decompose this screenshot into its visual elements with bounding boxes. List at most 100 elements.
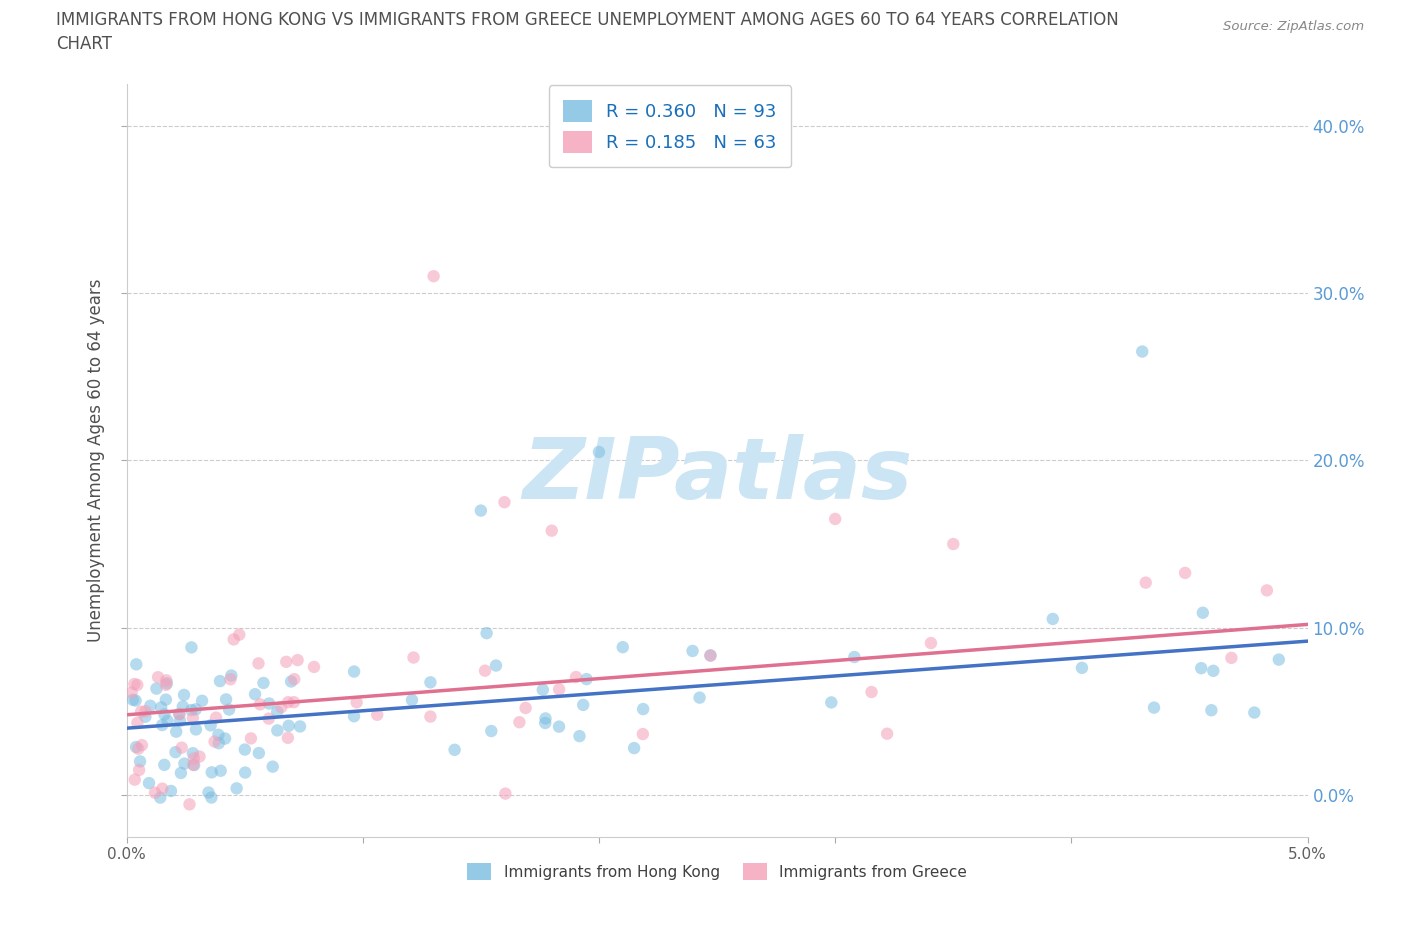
Point: [515, 700, 537, 715]
Point: [129, 754, 152, 769]
Point: [346, 695, 368, 710]
Point: [170, 765, 193, 780]
Point: [134, 704, 156, 719]
Point: [219, 671, 242, 686]
Point: [257, 711, 280, 726]
Point: [343, 709, 366, 724]
Point: [612, 640, 634, 655]
Point: [121, 685, 143, 700]
Point: [1042, 612, 1064, 627]
Point: [401, 693, 423, 708]
Point: [160, 784, 183, 799]
Point: [181, 711, 204, 725]
Point: [124, 677, 146, 692]
Point: [266, 704, 288, 719]
Point: [125, 739, 148, 754]
Point: [366, 708, 388, 723]
Point: [183, 758, 205, 773]
Point: [155, 677, 177, 692]
Point: [270, 699, 292, 714]
Point: [167, 707, 190, 722]
Point: [257, 696, 280, 711]
Point: [155, 673, 177, 688]
Point: [169, 713, 191, 728]
Point: [419, 675, 441, 690]
Point: [153, 757, 176, 772]
Point: [127, 715, 149, 730]
Point: [860, 684, 883, 699]
Point: [699, 648, 721, 663]
Point: [122, 692, 145, 707]
Point: [184, 722, 207, 737]
Point: [180, 640, 202, 655]
Point: [631, 701, 654, 716]
Point: [146, 670, 169, 684]
Point: [623, 740, 645, 755]
Point: [208, 736, 231, 751]
Point: [266, 723, 288, 737]
Point: [191, 694, 214, 709]
Point: [689, 690, 711, 705]
Point: [844, 649, 866, 664]
Point: [233, 765, 256, 780]
Point: [165, 745, 187, 760]
Point: [188, 749, 211, 764]
Point: [575, 671, 598, 686]
Point: [682, 644, 704, 658]
Point: [280, 674, 302, 689]
Point: [179, 797, 201, 812]
Text: Source: ZipAtlas.com: Source: ZipAtlas.com: [1223, 20, 1364, 33]
Point: [277, 695, 299, 710]
Point: [153, 707, 176, 722]
Point: [1201, 703, 1223, 718]
Point: [169, 707, 191, 722]
Point: [302, 659, 325, 674]
Point: [124, 693, 146, 708]
Point: [249, 697, 271, 711]
Point: [181, 746, 204, 761]
Point: [1135, 575, 1157, 590]
Point: [1189, 660, 1212, 675]
Point: [277, 730, 299, 745]
Point: [155, 692, 177, 707]
Point: [221, 668, 243, 683]
Point: [183, 751, 205, 766]
Point: [287, 653, 309, 668]
Point: [247, 746, 270, 761]
Point: [143, 785, 166, 800]
Point: [215, 692, 238, 707]
Point: [128, 763, 150, 777]
Point: [239, 731, 262, 746]
Point: [150, 781, 173, 796]
Point: [149, 790, 172, 805]
Point: [184, 702, 207, 717]
Point: [228, 627, 250, 642]
Point: [150, 718, 173, 733]
Point: [1191, 605, 1213, 620]
Point: [205, 711, 228, 725]
Point: [820, 695, 842, 710]
Point: [165, 724, 187, 739]
Point: [631, 726, 654, 741]
Point: [699, 648, 721, 663]
Point: [156, 676, 179, 691]
Point: [131, 737, 153, 752]
Point: [225, 781, 247, 796]
Point: [150, 700, 173, 715]
Text: CHART: CHART: [56, 35, 112, 53]
Point: [208, 673, 231, 688]
Point: [494, 786, 516, 801]
Point: [218, 702, 240, 717]
Point: [942, 537, 965, 551]
Point: [127, 677, 149, 692]
Point: [180, 703, 202, 718]
Legend: Immigrants from Hong Kong, Immigrants from Greece: Immigrants from Hong Kong, Immigrants fr…: [461, 857, 973, 886]
Point: [1243, 705, 1265, 720]
Point: [485, 658, 508, 673]
Point: [173, 756, 195, 771]
Point: [1202, 663, 1225, 678]
Point: [470, 503, 492, 518]
Point: [197, 785, 219, 800]
Point: [209, 764, 232, 778]
Text: ZIPatlas: ZIPatlas: [522, 434, 912, 517]
